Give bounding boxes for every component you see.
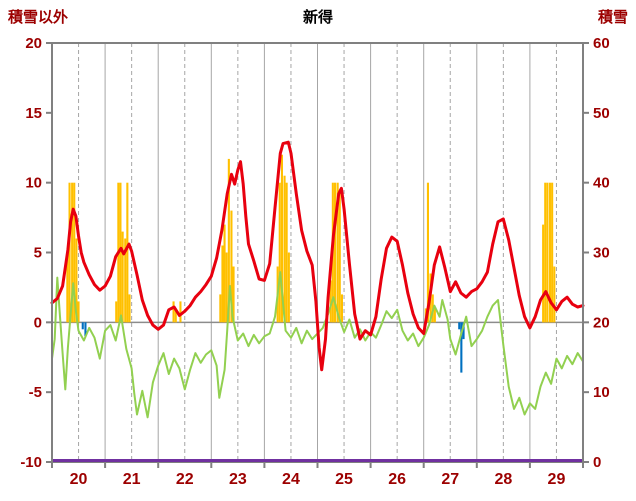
sunshine-bar	[553, 266, 556, 323]
axis-ticks	[46, 42, 589, 468]
left-axis-title: 積雪以外	[8, 9, 69, 26]
sunshine-bar	[121, 231, 124, 323]
precipitation-bar	[81, 322, 84, 330]
right-axis-title: 積雪	[597, 9, 628, 26]
sunshine-bar	[551, 182, 554, 323]
sunshine-bar	[280, 154, 283, 323]
sunshine-bar	[71, 182, 74, 323]
y-right-tick-label: 40	[593, 175, 610, 192]
y-right-tick-label: 30	[593, 245, 610, 262]
sunshine-bar	[225, 252, 228, 323]
temperature-line	[50, 140, 585, 372]
sunshine-bar	[546, 182, 549, 323]
y-left-tick-label: 5	[34, 245, 42, 262]
sunshine-bar	[219, 294, 222, 323]
sunshine-bar	[223, 224, 226, 323]
sunshine-bar	[329, 280, 332, 323]
sunshine-bar	[172, 301, 175, 323]
sunshine-bar	[124, 238, 127, 323]
sunshine-bar	[73, 182, 76, 323]
chart-title: 新得	[302, 9, 334, 26]
sunshine-bar	[66, 252, 69, 323]
sunshine-bar	[174, 308, 177, 323]
x-tick-label: 25	[335, 471, 353, 488]
green-series-line	[51, 271, 584, 419]
sunshine-bar	[549, 182, 552, 323]
precipitation-bar	[462, 322, 465, 340]
y-left-tick-label: 10	[25, 175, 42, 192]
x-tick-label: 29	[548, 471, 566, 488]
precipitation-bar	[458, 322, 461, 330]
y-left-tick-label: 0	[34, 314, 42, 331]
sunshine-bar	[426, 182, 429, 323]
y-left-tick-label: -5	[29, 384, 42, 401]
x-tick-label: 22	[176, 471, 194, 488]
series-sunshine	[66, 154, 556, 323]
y-left-tick-label: -10	[20, 454, 42, 471]
sunshine-bar	[126, 182, 129, 323]
sunshine-bar	[433, 308, 436, 323]
y-right-tick-label: 20	[593, 314, 610, 331]
sunshine-bar	[230, 210, 233, 323]
sunshine-bar	[221, 245, 224, 323]
y-right-tick-label: 60	[593, 35, 610, 52]
x-tick-label: 27	[441, 471, 459, 488]
sunshine-bar	[287, 252, 290, 323]
sunshine-bar	[283, 175, 286, 323]
x-tick-label: 24	[282, 471, 300, 488]
gridlines	[52, 43, 583, 462]
series-green-series	[51, 271, 584, 419]
y-left-tick-label: 20	[25, 35, 42, 52]
y-right-tick-label: 0	[593, 454, 601, 471]
sunshine-bar	[338, 189, 341, 323]
y-left-tick-label: 15	[25, 105, 42, 122]
sunshine-bar	[336, 182, 339, 323]
sunshine-bar	[68, 182, 71, 323]
sunshine-bar	[334, 182, 337, 323]
x-tick-label: 23	[229, 471, 247, 488]
sunshine-bar	[75, 238, 78, 323]
sunshine-bar	[340, 294, 343, 323]
x-tick-label: 26	[388, 471, 406, 488]
sunshine-bar	[542, 224, 545, 323]
sunshine-bar	[285, 182, 288, 323]
x-tick-label: 20	[70, 471, 88, 488]
sunshine-bar	[128, 294, 131, 323]
sunshine-bar	[179, 301, 182, 323]
series-temperature	[50, 140, 585, 372]
x-tick-label: 21	[123, 471, 141, 488]
sunshine-bar	[119, 182, 122, 323]
sunshine-bar	[77, 301, 80, 323]
sunshine-bar	[227, 158, 230, 323]
sunshine-bar	[115, 301, 118, 323]
sunshine-bar	[544, 182, 547, 323]
sunshine-bar	[278, 182, 281, 323]
precipitation-bar	[84, 322, 87, 337]
x-tick-label: 28	[494, 471, 512, 488]
precipitation-bar	[460, 322, 463, 373]
series-precipitation	[81, 322, 465, 373]
y-right-tick-label: 50	[593, 105, 610, 122]
sunshine-bar	[232, 266, 235, 323]
y-right-tick-label: 10	[593, 384, 610, 401]
